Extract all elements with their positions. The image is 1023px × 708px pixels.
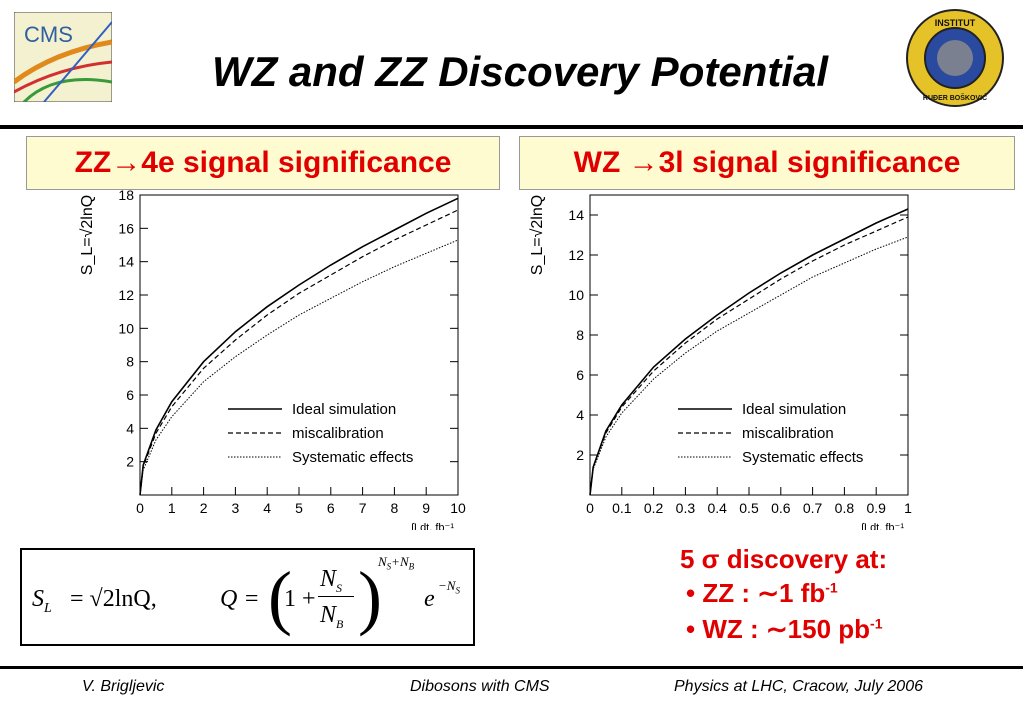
y-axis-label: S_L=√2lnQ xyxy=(529,195,546,275)
x-axis-label: ∫Ldt, fb⁻¹ xyxy=(410,522,454,530)
formula-fraction-bar xyxy=(318,596,354,597)
y-tick-label: 8 xyxy=(576,327,584,343)
formula-sl: SL xyxy=(32,586,52,616)
wz-significance-chart: 2 4 6 8 10 12 14 0 0.1 0.2 0.3 0.4 0.5 0.6 0.7 0.8 0.9 1 S… xyxy=(529,194,912,530)
formula-q: Q = xyxy=(220,586,260,612)
x-tick-label: 0.4 xyxy=(707,500,727,516)
x-tick-label: 0.2 xyxy=(644,500,664,516)
series-line-solid xyxy=(139,197,459,496)
discovery-item-zz: • ZZ : ∼1 fb-1 xyxy=(686,578,838,608)
y-tick-label: 8 xyxy=(126,354,134,370)
x-tick-label: 10 xyxy=(450,500,466,516)
legend-label: miscalibration xyxy=(742,425,834,442)
y-tick-label: 16 xyxy=(118,220,134,236)
legend-label: Systematic effects xyxy=(742,449,863,466)
x-tick-label: 0.7 xyxy=(803,500,823,516)
footer-author: V. Brigljevic xyxy=(82,678,165,695)
top-divider xyxy=(0,125,1023,129)
bottom-divider xyxy=(0,666,1023,669)
x-tick-label: 2 xyxy=(200,500,208,516)
x-tick-label: 1 xyxy=(168,500,176,516)
y-axis-label: S_L=√2lnQ xyxy=(79,195,96,275)
x-tick-label: 0.1 xyxy=(612,500,632,516)
x-tick-label: 0.5 xyxy=(739,500,759,516)
y-tick-label: 12 xyxy=(118,287,134,303)
x-tick-label: 7 xyxy=(359,500,367,516)
legend-label: Ideal simulation xyxy=(292,401,396,418)
formula-sqrt: = √2lnQ, xyxy=(70,586,157,612)
formula-paren-left: ( xyxy=(268,557,292,637)
legend-label: miscalibration xyxy=(292,425,384,442)
legend-label: Ideal simulation xyxy=(742,401,846,418)
legend-label: Systematic effects xyxy=(292,449,413,466)
y-tick-label: 10 xyxy=(568,287,584,303)
y-tick-label: 6 xyxy=(576,367,584,383)
y-tick-label: 14 xyxy=(118,254,134,270)
left-panel-heading: ZZ→4e signal significance xyxy=(26,136,500,190)
x-tick-label: 0.8 xyxy=(835,500,855,516)
x-tick-label: 0 xyxy=(136,500,144,516)
y-tick-label: 4 xyxy=(126,420,134,436)
y-tick-label: 12 xyxy=(568,247,584,263)
x-axis-label: ∫Ldt, fb⁻¹ xyxy=(860,522,904,530)
formula-one-plus: 1 + xyxy=(284,586,316,612)
institute-logo: INSTITUT RUĐER BOŠKOVIĆ xyxy=(903,8,1007,108)
discovery-heading: 5 σ discovery at: xyxy=(680,544,888,574)
y-tick-label: 2 xyxy=(126,454,134,470)
x-tick-label: 1 xyxy=(904,500,912,516)
y-tick-label: 10 xyxy=(118,320,134,336)
cms-logo: CMS xyxy=(12,11,113,104)
footer-conference: Physics at LHC, Cracow, July 2006 xyxy=(674,678,923,695)
series-line-dotted xyxy=(589,236,909,496)
formula-nb: NB xyxy=(320,602,344,631)
x-tick-label: 0.6 xyxy=(771,500,791,516)
cms-logo-text: CMS xyxy=(24,22,73,47)
formula-box: SL = √2lnQ, Q = ( 1 + NS NB ) NS+NB e −N… xyxy=(20,548,475,646)
y-tick-label: 14 xyxy=(568,207,584,223)
x-tick-label: 0 xyxy=(586,500,594,516)
series-line-dotted xyxy=(139,239,459,496)
y-tick-label: 18 xyxy=(118,187,134,203)
formula-exponent: NS+NB xyxy=(378,554,415,572)
page-title: WZ and ZZ Discovery Potential xyxy=(211,48,829,95)
x-tick-label: 4 xyxy=(263,500,271,516)
series-line-solid xyxy=(589,208,909,496)
discovery-item-wz: • WZ : ∼150 pb-1 xyxy=(686,614,883,644)
x-tick-label: 3 xyxy=(232,500,240,516)
institute-logo-top: INSTITUT xyxy=(935,18,976,28)
formula-e-exponent: −NS xyxy=(438,578,460,596)
formula-paren-right: ) xyxy=(358,557,382,637)
y-tick-label: 6 xyxy=(126,387,134,403)
footer-talk: Dibosons with CMS xyxy=(410,678,550,695)
formula-ns: NS xyxy=(320,566,343,595)
institute-logo-bottom: RUĐER BOŠKOVIĆ xyxy=(923,93,987,102)
formula-e: e xyxy=(424,586,435,612)
series-line-dashed xyxy=(139,209,459,496)
x-tick-label: 9 xyxy=(422,500,430,516)
x-tick-label: 5 xyxy=(295,500,303,516)
y-tick-label: 2 xyxy=(576,447,584,463)
series-line-dashed xyxy=(589,216,909,496)
x-tick-label: 0.3 xyxy=(676,500,696,516)
right-panel-heading: WZ →3l signal significance xyxy=(519,136,1015,190)
y-tick-label: 4 xyxy=(576,407,584,423)
x-tick-label: 6 xyxy=(327,500,335,516)
x-tick-label: 0.9 xyxy=(866,500,886,516)
x-tick-label: 8 xyxy=(391,500,399,516)
